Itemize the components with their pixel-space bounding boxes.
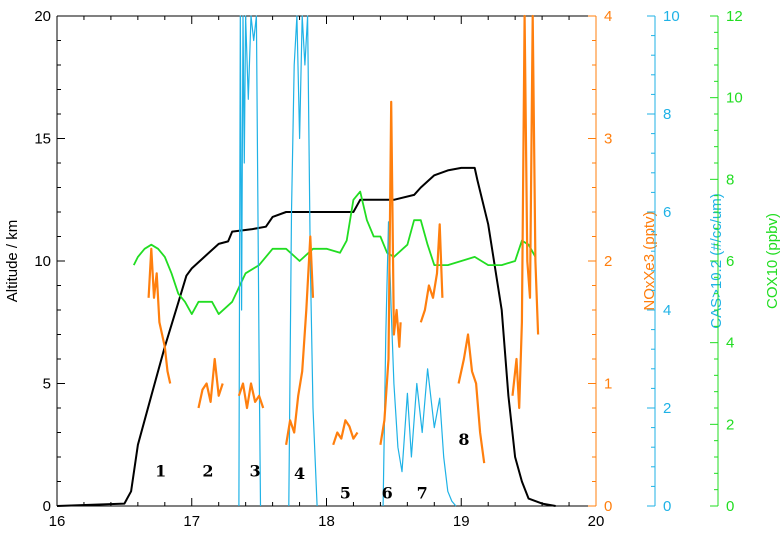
altitude-series-line: [56, 166, 556, 507]
nox-series-segment-4: [285, 235, 315, 445]
nox-tick-label-2: 2: [604, 253, 612, 270]
altitude-tick-label-0: 0: [43, 498, 51, 515]
altitude-tick-label-20: 20: [34, 8, 51, 25]
segment-label-3: 3: [250, 462, 261, 481]
nox-tick-label-0: 0: [604, 498, 612, 515]
nox-series-segment-1: [147, 247, 172, 384]
cas-series-segment-3: [382, 221, 457, 507]
nox-series-segment-3: [237, 382, 265, 410]
co-tick-label-12: 12: [726, 8, 743, 25]
nox-series-segment-9: [511, 14, 540, 410]
segment-label-2: 2: [202, 462, 213, 481]
segment-label-5: 5: [340, 484, 351, 503]
cas-tick-label-2: 2: [663, 400, 671, 417]
nox-series-segment-6: [379, 100, 402, 445]
cas-tick-label-8: 8: [663, 106, 671, 123]
nox-axis-title: NOxXe3 (pptv): [641, 211, 658, 310]
cas-tick-label-10: 10: [663, 8, 680, 25]
co-tick-label-4: 4: [726, 335, 734, 352]
nox-tick-label-4: 4: [604, 8, 612, 25]
altitude-tick-label-5: 5: [43, 376, 51, 393]
x-tick-label-19: 19: [453, 513, 470, 530]
nox-series-segment-5: [332, 419, 359, 446]
x-tick-label-17: 17: [183, 513, 200, 530]
altitude-tick-label-15: 15: [34, 131, 51, 148]
nox-series-segment-8: [457, 333, 486, 464]
x-tick-label-18: 18: [318, 513, 335, 530]
nox-tick-label-3: 3: [604, 131, 612, 148]
x-tick-label-20: 20: [588, 513, 605, 530]
cas-tick-label-4: 4: [663, 302, 671, 319]
segment-label-4: 4: [294, 464, 305, 483]
altitude-axis-title: Altitude / km: [4, 220, 21, 303]
segment-label-6: 6: [382, 484, 393, 503]
cas-series-segment-2: [288, 15, 318, 507]
co-tick-label-0: 0: [726, 498, 734, 515]
segment-label-1: 1: [155, 462, 166, 481]
cas-series-segment-1: [238, 15, 262, 507]
co-tick-label-8: 8: [726, 171, 734, 188]
nox-series-segment-7: [419, 223, 444, 323]
segment-label-8: 8: [458, 430, 469, 449]
nox-series-segment-2: [197, 357, 224, 409]
co-tick-label-2: 2: [726, 416, 734, 433]
x-tick-label-16: 16: [49, 513, 66, 530]
co-tick-label-6: 6: [726, 253, 734, 270]
segment-label-7: 7: [417, 484, 428, 503]
cas-tick-label-6: 6: [663, 204, 671, 221]
cas-tick-label-0: 0: [663, 498, 671, 515]
co-series-line: [132, 190, 537, 315]
co-axis-title: COX10 (ppbv): [764, 213, 781, 309]
nox-tick-label-1: 1: [604, 376, 612, 393]
altitude-tick-label-10: 10: [34, 253, 51, 270]
co-tick-label-10: 10: [726, 90, 743, 107]
